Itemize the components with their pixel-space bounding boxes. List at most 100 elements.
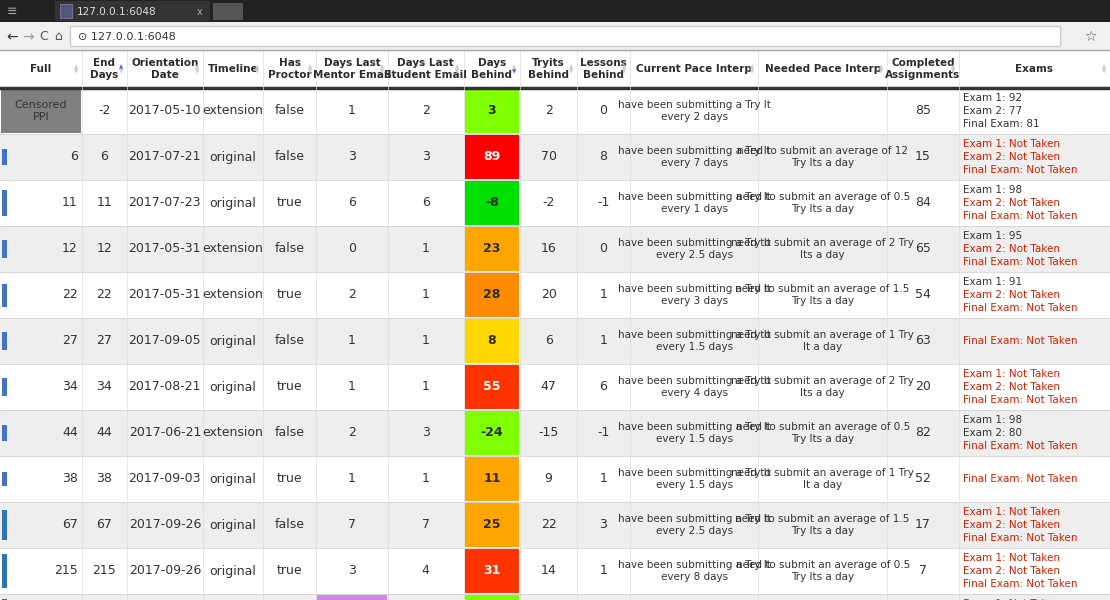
Text: 215: 215 xyxy=(92,565,117,577)
Text: Exams: Exams xyxy=(1016,64,1053,74)
Bar xyxy=(2,378,7,396)
Text: need to submit an average of 0.5
Try Its a day: need to submit an average of 0.5 Try Its… xyxy=(736,422,910,444)
Text: 7: 7 xyxy=(347,518,356,532)
Bar xyxy=(464,89,519,133)
Bar xyxy=(2,554,7,588)
Text: have been submitting a Try It
every 7 days: have been submitting a Try It every 7 da… xyxy=(617,146,770,168)
Text: have been submitting a Try It
every 8 days: have been submitting a Try It every 8 da… xyxy=(617,560,770,582)
Text: original: original xyxy=(210,565,256,577)
Text: -15: -15 xyxy=(538,427,558,439)
Bar xyxy=(464,457,519,501)
Text: Censored
PPI: Censored PPI xyxy=(14,100,67,122)
Text: -2: -2 xyxy=(543,196,555,209)
Text: ▲: ▲ xyxy=(622,64,626,70)
Text: true: true xyxy=(276,565,302,577)
Text: Has
Proctor: Has Proctor xyxy=(268,58,312,80)
Text: 44: 44 xyxy=(62,427,78,439)
Text: ▼: ▼ xyxy=(568,70,573,74)
Text: false: false xyxy=(274,242,304,256)
Text: ☆: ☆ xyxy=(1083,30,1097,44)
Text: Exam 1: Not Taken: Exam 1: Not Taken xyxy=(962,369,1060,379)
Bar xyxy=(2,332,7,350)
Text: ▼: ▼ xyxy=(73,70,78,74)
Text: 3: 3 xyxy=(487,104,496,118)
Text: have been submitting a Try It
every 3 days: have been submitting a Try It every 3 da… xyxy=(617,284,770,306)
Text: Final Exam: Not Taken: Final Exam: Not Taken xyxy=(962,533,1078,543)
Text: Days
Behind: Days Behind xyxy=(472,58,513,80)
Bar xyxy=(0,22,1110,50)
Text: 38: 38 xyxy=(97,473,112,485)
Text: 22: 22 xyxy=(97,289,112,301)
Text: 34: 34 xyxy=(62,380,78,394)
Text: have been submitting a Try It
every 1.5 days: have been submitting a Try It every 1.5 … xyxy=(617,468,770,490)
Text: ▲: ▲ xyxy=(307,64,312,70)
Text: 215: 215 xyxy=(54,565,78,577)
Text: ▼: ▼ xyxy=(194,70,199,74)
Text: 82: 82 xyxy=(915,427,931,439)
Text: 2017-05-10: 2017-05-10 xyxy=(129,104,201,118)
Text: original: original xyxy=(210,518,256,532)
Bar xyxy=(56,1,210,21)
Text: 67: 67 xyxy=(97,518,112,532)
Text: need to submit an average of 1.5
Try Its a day: need to submit an average of 1.5 Try Its… xyxy=(736,284,910,306)
Text: 6: 6 xyxy=(70,151,78,163)
Text: Exam 2: Not Taken: Exam 2: Not Taken xyxy=(962,198,1060,208)
Text: 70: 70 xyxy=(541,151,556,163)
Text: →: → xyxy=(22,30,33,44)
Text: true: true xyxy=(276,196,302,209)
Text: ▲: ▲ xyxy=(380,64,384,70)
Text: 2017-05-31: 2017-05-31 xyxy=(129,289,201,301)
Bar xyxy=(0,180,1110,226)
Text: 1: 1 xyxy=(422,473,430,485)
Text: extension: extension xyxy=(202,242,263,256)
Text: Needed Pace Interp: Needed Pace Interp xyxy=(765,64,881,74)
Text: Lessons
Behind: Lessons Behind xyxy=(581,58,627,80)
Text: Final Exam: Not Taken: Final Exam: Not Taken xyxy=(962,474,1078,484)
Text: Final Exam: Not Taken: Final Exam: Not Taken xyxy=(962,211,1078,221)
Bar xyxy=(464,549,519,593)
Text: Exam 2: Not Taken: Exam 2: Not Taken xyxy=(962,152,1060,162)
Text: 2017-09-05: 2017-09-05 xyxy=(129,335,201,347)
Text: 1: 1 xyxy=(599,565,607,577)
Text: ▲: ▲ xyxy=(194,64,199,70)
Text: 12: 12 xyxy=(97,242,112,256)
Text: Exam 1: Not Taken: Exam 1: Not Taken xyxy=(962,507,1060,517)
Text: ▲: ▲ xyxy=(568,64,573,70)
Text: 20: 20 xyxy=(915,380,931,394)
Text: need to submit an average of 0.5
Try Its a day: need to submit an average of 0.5 Try Its… xyxy=(736,192,910,214)
Bar xyxy=(0,410,1110,456)
Text: need to submit an average of 2 Try
Its a day: need to submit an average of 2 Try Its a… xyxy=(731,238,915,260)
Text: -2: -2 xyxy=(98,104,111,118)
Text: 54: 54 xyxy=(915,289,931,301)
Text: 44: 44 xyxy=(97,427,112,439)
Bar xyxy=(70,26,1060,46)
Bar xyxy=(0,318,1110,364)
Text: 127.0.0.1:6048: 127.0.0.1:6048 xyxy=(77,7,157,17)
Text: ▲: ▲ xyxy=(879,64,884,70)
Text: need to submit an average of 0.5
Try Its a day: need to submit an average of 0.5 Try Its… xyxy=(736,560,910,582)
Bar xyxy=(317,595,387,600)
Bar xyxy=(0,502,1110,548)
Text: 6: 6 xyxy=(422,196,430,209)
Text: 0: 0 xyxy=(347,242,356,256)
Text: 1: 1 xyxy=(349,380,356,394)
Text: 55: 55 xyxy=(483,380,501,394)
Text: Exam 2: Not Taken: Exam 2: Not Taken xyxy=(962,520,1060,530)
Text: 22: 22 xyxy=(62,289,78,301)
Bar xyxy=(0,226,1110,272)
Text: Full: Full xyxy=(30,64,51,74)
Text: 2017-09-26: 2017-09-26 xyxy=(129,518,201,532)
Text: 6: 6 xyxy=(349,196,356,209)
Text: 2017-08-21: 2017-08-21 xyxy=(129,380,201,394)
Text: 1: 1 xyxy=(422,335,430,347)
Text: original: original xyxy=(210,380,256,394)
Text: 63: 63 xyxy=(915,335,930,347)
Bar xyxy=(0,0,1110,22)
Text: -8: -8 xyxy=(485,196,498,209)
Text: have been submitting a Try It
every 2.5 days: have been submitting a Try It every 2.5 … xyxy=(617,238,770,260)
Text: 3: 3 xyxy=(599,518,607,532)
Text: End
Days: End Days xyxy=(90,58,119,80)
Bar xyxy=(2,425,7,441)
Bar xyxy=(464,365,519,409)
Bar xyxy=(2,472,7,486)
